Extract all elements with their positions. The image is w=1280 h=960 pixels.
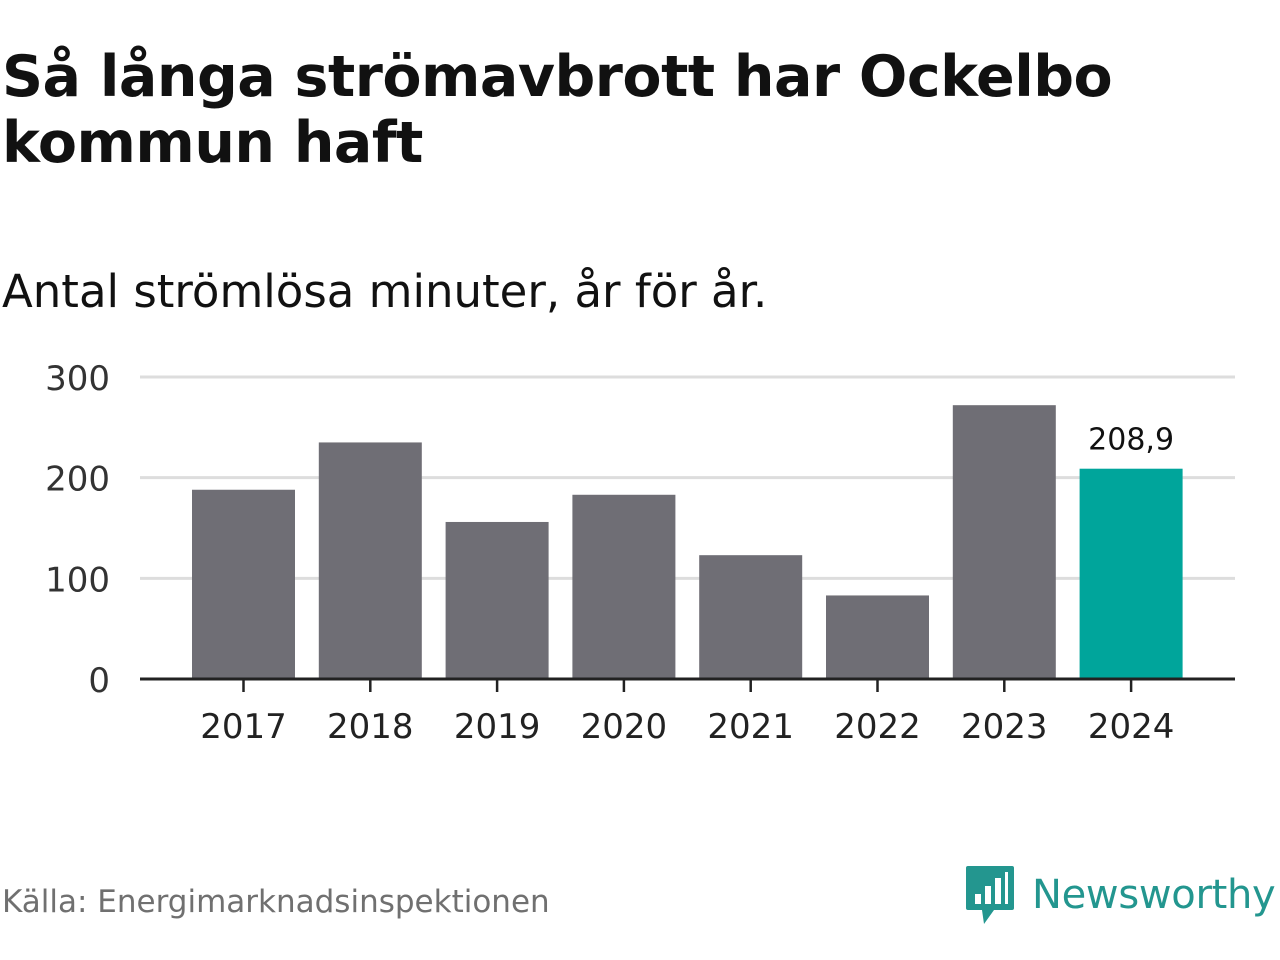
bar-2020: [572, 494, 676, 679]
data-label: 208,9: [1088, 423, 1174, 458]
newsworthy-logo-icon: [966, 866, 1014, 924]
x-tick-label: 2019: [454, 707, 541, 747]
chart-title: Så långa strömavbrott har Ockelbo kommun…: [2, 44, 1113, 176]
bar-2023: [952, 405, 1056, 679]
bars: [192, 405, 1183, 679]
y-tick-label: 0: [88, 661, 110, 701]
bar-chart: 0 100 200 300 2017 2018 2019 2020 2021 2022 2023 20…: [45, 359, 1235, 747]
x-tick-label: 2018: [327, 707, 414, 747]
x-tick-label: 2022: [834, 707, 921, 747]
x-tick-label: 2024: [1088, 707, 1175, 747]
bar-2019: [445, 521, 549, 679]
bar-2022: [826, 595, 929, 679]
source-note: Källa: Energimarknadsinspektionen: [2, 884, 550, 920]
y-tick-label: 100: [45, 560, 110, 600]
gridlines: [140, 375, 1235, 580]
bar-2024: [1079, 468, 1183, 679]
axes: [140, 677, 1235, 692]
bar-2017: [192, 489, 295, 679]
bar-2021: [699, 555, 803, 679]
x-tick-label: 2020: [581, 707, 668, 747]
y-tick-label: 200: [45, 460, 110, 500]
brand-logo: Newsworthy: [964, 864, 1276, 926]
chart-subtitle: Antal strömlösa minuter, år för år.: [2, 265, 768, 318]
brand-name: Newsworthy: [1032, 872, 1276, 918]
x-tick-label: 2017: [200, 707, 287, 747]
labels: 0 100 200 300 2017 2018 2019 2020 2021 2022 2023 20…: [45, 359, 1174, 747]
x-tick-label: 2021: [707, 707, 794, 747]
y-tick-label: 300: [45, 359, 110, 399]
bar-2018: [318, 442, 422, 679]
x-tick-label: 2023: [961, 707, 1048, 747]
